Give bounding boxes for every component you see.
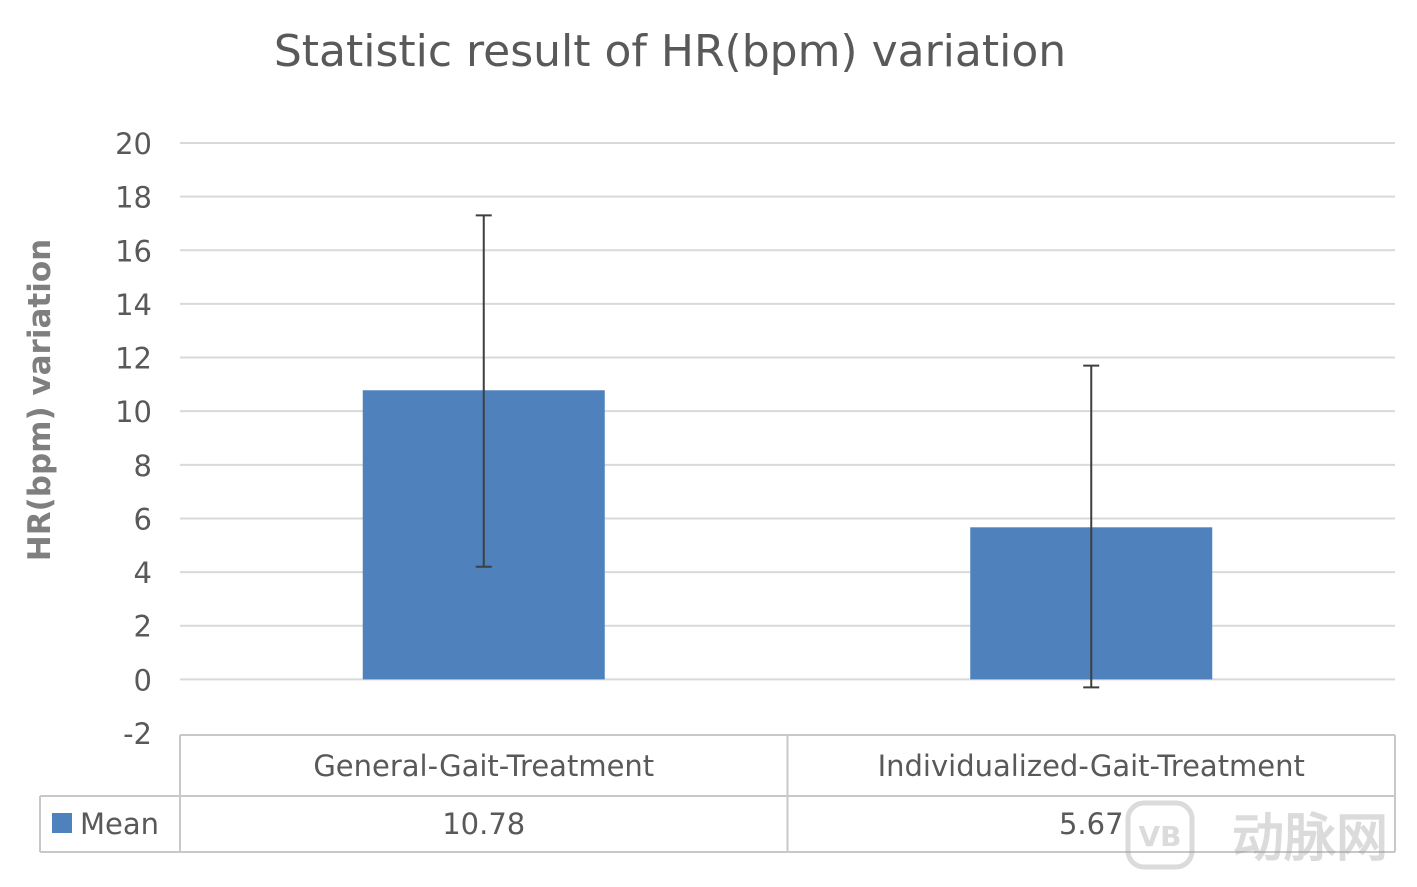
y-tick-label: 12 bbox=[115, 342, 152, 376]
watermark-logo-text: VB bbox=[1138, 820, 1181, 853]
y-tick-label: 16 bbox=[115, 234, 152, 268]
y-tick-label: 6 bbox=[134, 502, 152, 536]
y-tick-label: 10 bbox=[115, 395, 152, 429]
watermark-text: 动脉网 bbox=[1232, 809, 1388, 869]
data-label: 5.67 bbox=[1059, 807, 1124, 841]
y-tick-label: 14 bbox=[115, 288, 152, 322]
category-label: Individualized-Gait-Treatment bbox=[878, 749, 1305, 783]
data-table: General-Gait-Treatment 10.78 Individualize… bbox=[39, 734, 1396, 853]
legend-label: Mean bbox=[80, 807, 159, 841]
error-bars bbox=[475, 214, 1100, 689]
y-tick-label: 2 bbox=[134, 610, 152, 644]
chart-title: Statistic result of HR(bpm) variation bbox=[274, 26, 1066, 77]
y-tick-label: 8 bbox=[134, 449, 152, 483]
y-tick-label: 4 bbox=[134, 556, 152, 590]
data-label: 10.78 bbox=[442, 807, 525, 841]
legend-swatch bbox=[52, 813, 72, 833]
category-label: General-Gait-Treatment bbox=[313, 749, 654, 783]
bars bbox=[362, 390, 1213, 680]
gridlines bbox=[180, 142, 1395, 681]
watermark: VB 动脉网 bbox=[1125, 800, 1388, 870]
y-tick-label: -2 bbox=[123, 717, 152, 751]
y-axis-label: HR(bpm) variation bbox=[22, 239, 58, 561]
y-tick-label: 0 bbox=[134, 663, 152, 697]
watermark-logo-icon bbox=[1125, 800, 1195, 870]
y-tick-label: 18 bbox=[115, 181, 152, 215]
y-tick-label: 20 bbox=[115, 127, 152, 161]
y-tick-labels: -2 0 2 4 6 8 10 12 14 16 18 20 bbox=[115, 127, 152, 751]
